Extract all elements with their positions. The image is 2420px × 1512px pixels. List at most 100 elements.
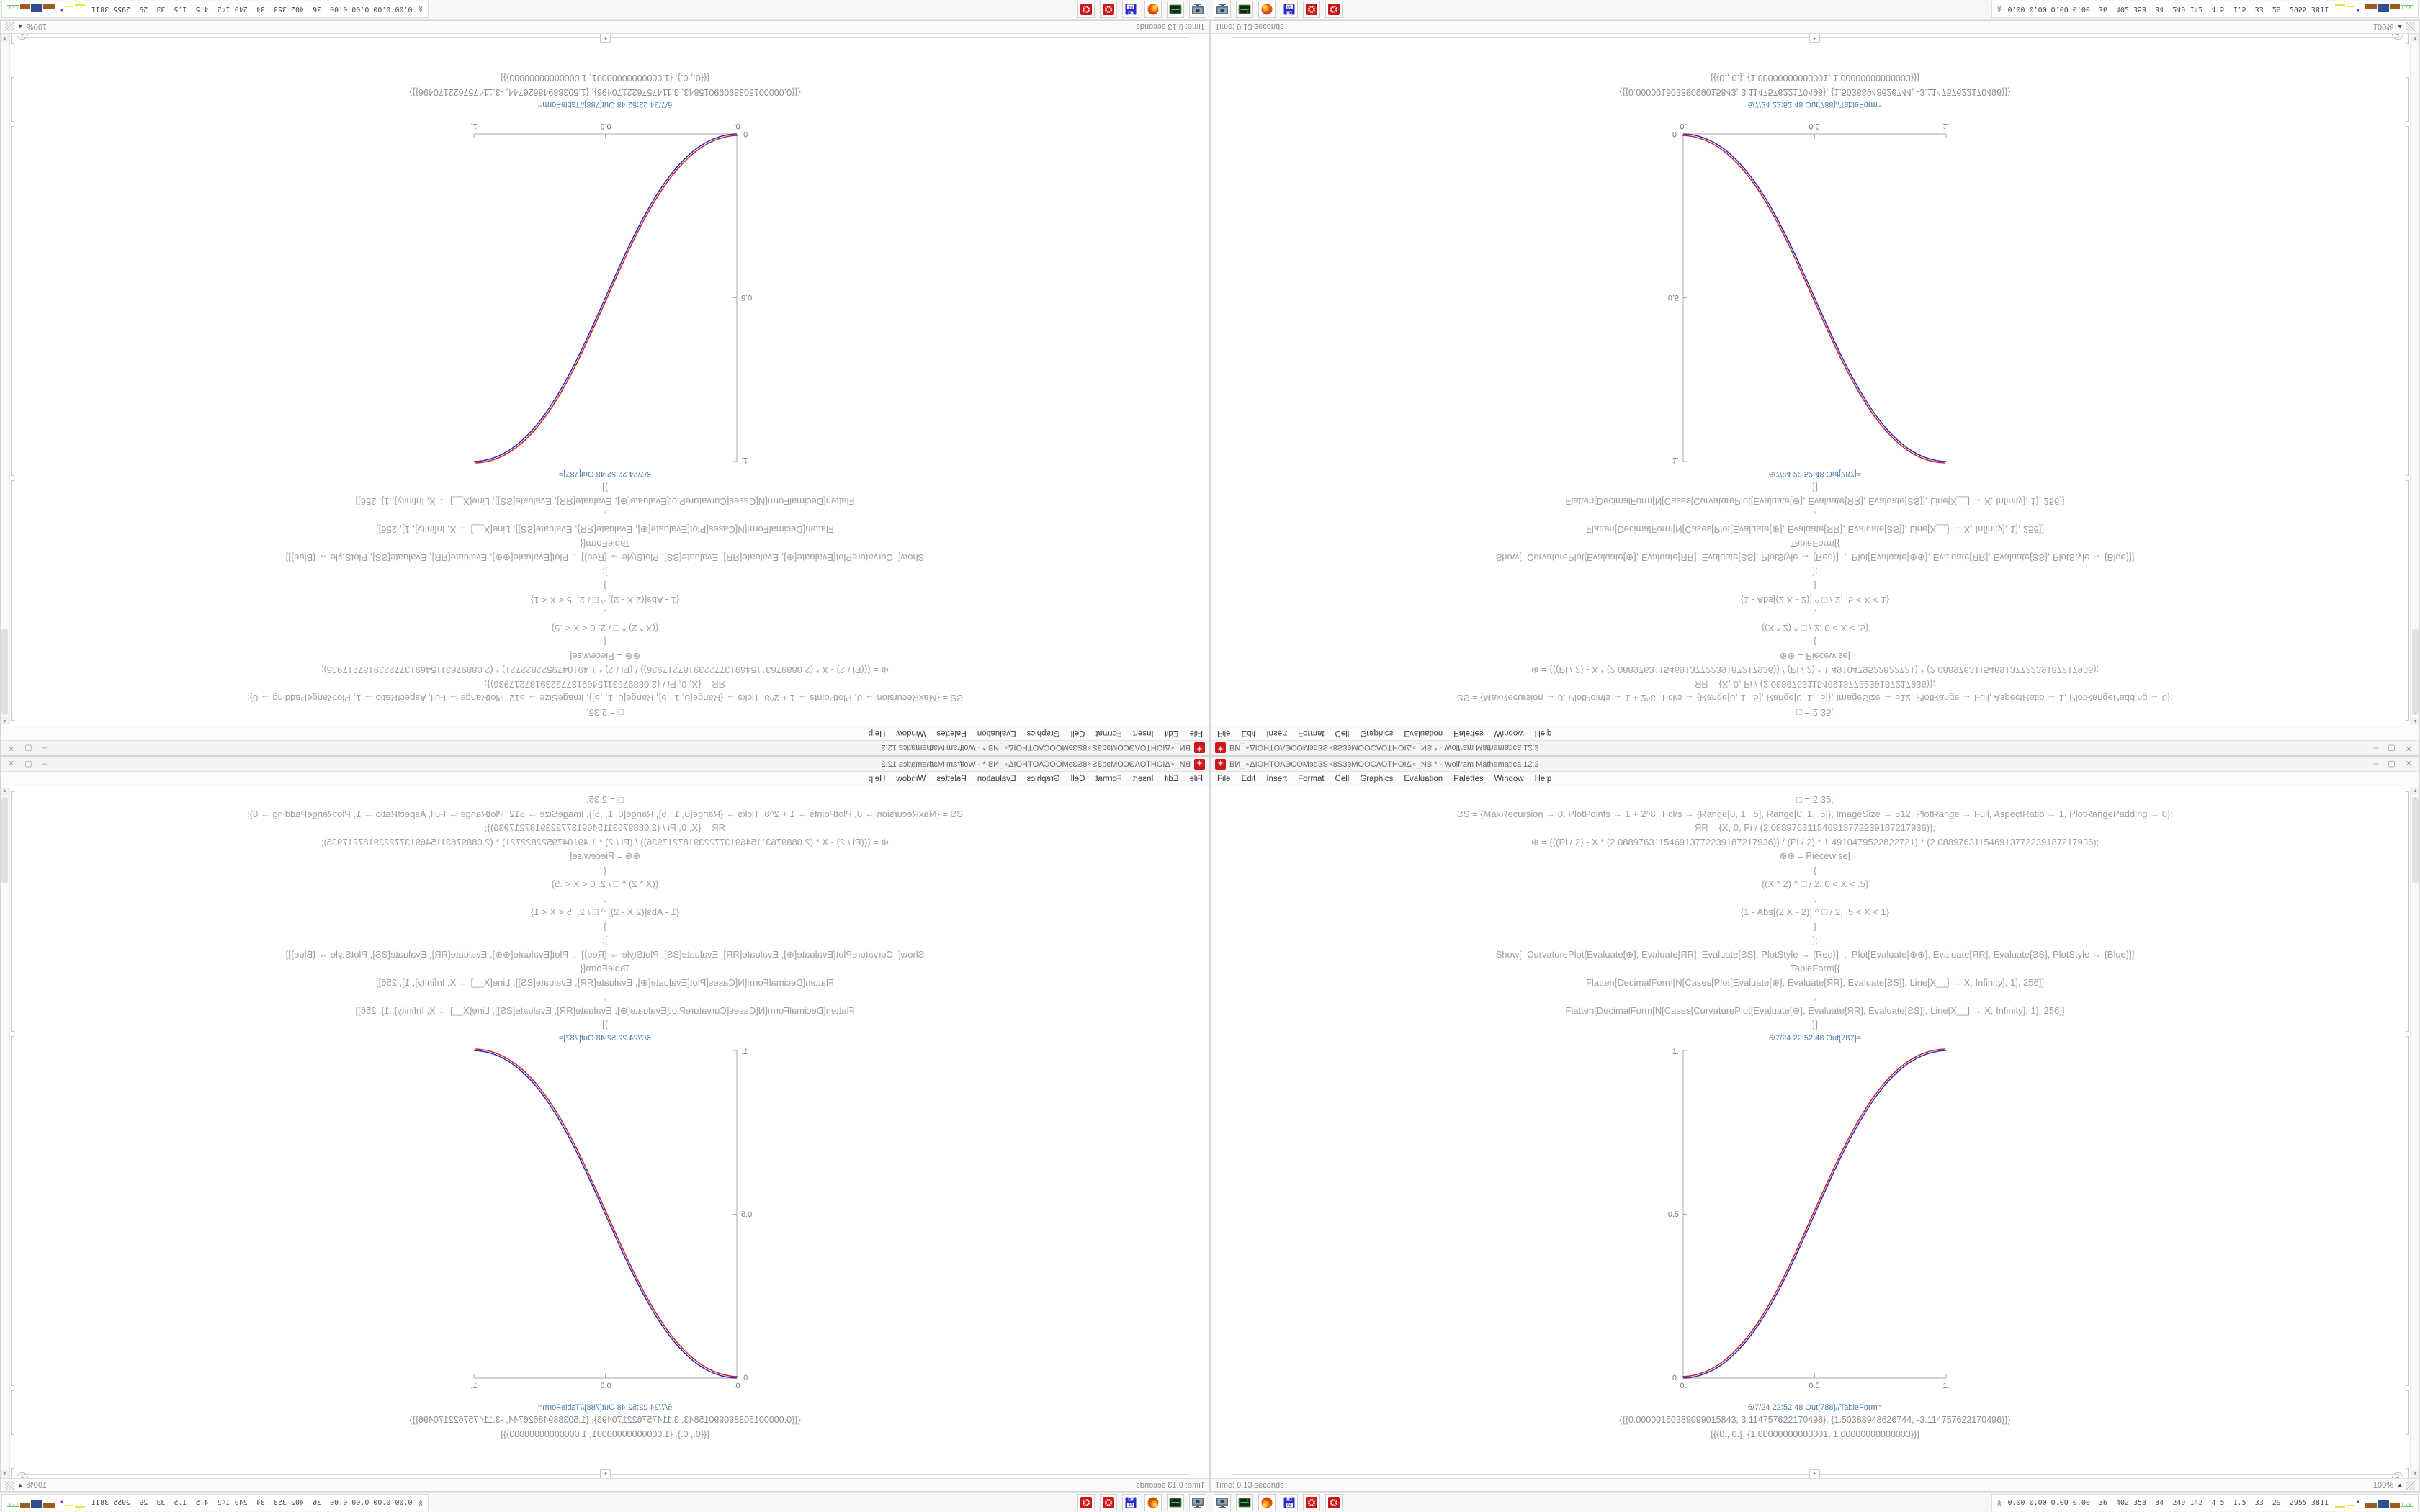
menu-format[interactable]: Format bbox=[1095, 774, 1122, 783]
scroll-up-arrow[interactable]: ▲ bbox=[2411, 787, 2419, 795]
taskbar-button[interactable] bbox=[1258, 1494, 1276, 1511]
magnification-dropdown-icon[interactable]: ▲ bbox=[2397, 1482, 2403, 1488]
scroll-down-arrow[interactable]: ▼ bbox=[2411, 34, 2419, 42]
menu-file[interactable]: File bbox=[1189, 774, 1203, 783]
input-cell-code[interactable]: □ = 2.35; ƧS = {MaxRecursion → 0, PlotPo… bbox=[1211, 787, 2419, 1032]
menu-window[interactable]: Window bbox=[896, 729, 926, 738]
insert-new-cell-button[interactable]: + bbox=[600, 34, 611, 44]
scroll-up-arrow[interactable]: ▲ bbox=[2411, 717, 2419, 725]
taskbar-button[interactable] bbox=[1100, 1, 1117, 18]
menu-format[interactable]: Format bbox=[1298, 774, 1325, 783]
window-resize-grip[interactable] bbox=[2406, 22, 2415, 32]
menu-graphics[interactable]: Graphics bbox=[1026, 729, 1060, 738]
magnification-value[interactable]: 100% bbox=[26, 1480, 48, 1490]
tray-collapse-icon[interactable]: ≪ bbox=[1996, 1499, 2004, 1506]
minimize-button[interactable]: – bbox=[2373, 744, 2378, 752]
scroll-up-arrow[interactable]: ▲ bbox=[1, 717, 9, 725]
taskbar-button[interactable] bbox=[1144, 1494, 1162, 1511]
menu-edit[interactable]: Edit bbox=[1164, 729, 1179, 738]
input-cell-code[interactable]: □ = 2.35; ƧS = {MaxRecursion → 0, PlotPo… bbox=[1, 787, 1209, 1032]
system-tray[interactable]: ≪ 0.00 0.00 0.00 0.00 36 402 353 34 249 … bbox=[1991, 1, 2419, 18]
taskbar-button[interactable] bbox=[1144, 1, 1162, 18]
taskbar-button[interactable] bbox=[1325, 1494, 1343, 1511]
taskbar-button[interactable] bbox=[1236, 1494, 1253, 1511]
menu-evaluation[interactable]: Evaluation bbox=[1404, 774, 1443, 783]
menu-file[interactable]: File bbox=[1189, 729, 1203, 738]
taskbar-button[interactable]: 64 bbox=[1281, 1, 1298, 18]
taskbar-button[interactable] bbox=[1325, 1, 1343, 18]
insert-new-cell-button[interactable]: + bbox=[1809, 34, 1820, 44]
notebook-area[interactable]: □ = 2.35; ƧS = {MaxRecursion → 0, PlotPo… bbox=[1, 787, 1209, 1478]
cell-bracket-out788[interactable] bbox=[11, 77, 14, 122]
menu-evaluation[interactable]: Evaluation bbox=[1404, 729, 1443, 738]
menu-edit[interactable]: Edit bbox=[1241, 774, 1256, 783]
scrollbar-thumb[interactable] bbox=[2412, 797, 2419, 883]
scroll-up-arrow[interactable]: ▲ bbox=[1, 787, 9, 795]
menu-graphics[interactable]: Graphics bbox=[1026, 774, 1060, 783]
tray-collapse-icon[interactable]: ≪ bbox=[416, 6, 424, 13]
menu-graphics[interactable]: Graphics bbox=[1360, 774, 1394, 783]
menu-help[interactable]: Help bbox=[868, 729, 886, 738]
menu-palettes[interactable]: Palettes bbox=[936, 774, 967, 783]
magnification-value[interactable]: 100% bbox=[2372, 1480, 2394, 1490]
vertical-scrollbar[interactable]: ▲ ▼ bbox=[1, 787, 10, 1478]
taskbar-button[interactable] bbox=[1167, 1494, 1184, 1511]
cell-bracket-out788[interactable] bbox=[2406, 77, 2409, 122]
input-cell-code[interactable]: □ = 2.35; ƧS = {MaxRecursion → 0, PlotPo… bbox=[1, 481, 1209, 726]
insert-new-cell-button[interactable]: + bbox=[600, 1468, 611, 1478]
menu-graphics[interactable]: Graphics bbox=[1360, 729, 1394, 738]
menu-insert[interactable]: Insert bbox=[1132, 729, 1154, 738]
taskbar-button[interactable] bbox=[1077, 1494, 1095, 1511]
menu-cell[interactable]: Cell bbox=[1335, 729, 1350, 738]
close-button[interactable]: ✕ bbox=[8, 744, 15, 752]
menu-edit[interactable]: Edit bbox=[1164, 774, 1179, 783]
menu-palettes[interactable]: Palettes bbox=[936, 729, 967, 738]
window-resize-grip[interactable] bbox=[2406, 1480, 2415, 1490]
menu-edit[interactable]: Edit bbox=[1241, 729, 1256, 738]
close-button[interactable]: ✕ bbox=[2405, 744, 2412, 752]
taskbar-button[interactable] bbox=[1303, 1, 1320, 18]
menu-insert[interactable]: Insert bbox=[1266, 774, 1288, 783]
menu-help[interactable]: Help bbox=[1534, 729, 1552, 738]
menu-window[interactable]: Window bbox=[1494, 774, 1524, 783]
taskbar-button[interactable] bbox=[1077, 1, 1095, 18]
maximize-button[interactable]: ▢ bbox=[24, 760, 32, 768]
menu-format[interactable]: Format bbox=[1095, 729, 1122, 738]
menu-file[interactable]: File bbox=[1217, 729, 1231, 738]
taskbar-button[interactable]: 64 bbox=[1122, 1, 1139, 18]
menu-evaluation[interactable]: Evaluation bbox=[977, 774, 1016, 783]
input-cell-code[interactable]: □ = 2.35; ƧS = {MaxRecursion → 0, PlotPo… bbox=[1211, 481, 2419, 726]
cell-bracket-out788[interactable] bbox=[2406, 1390, 2409, 1435]
window-titlebar[interactable]: ✳ ВИ_∘ΔΙΟΗΤΟΛЭCOМэdЗS∘8SЗэМООСΛΟΤΗΟΙΔ∘_N… bbox=[1211, 757, 2419, 772]
taskbar-button[interactable] bbox=[1167, 1, 1184, 18]
scroll-down-arrow[interactable]: ▼ bbox=[1, 34, 9, 42]
menu-help[interactable]: Help bbox=[868, 774, 886, 783]
maximize-button[interactable]: ▢ bbox=[2388, 760, 2396, 768]
vertical-scrollbar[interactable]: ▲ ▼ bbox=[2410, 787, 2419, 1478]
taskbar-button[interactable] bbox=[1258, 1, 1276, 18]
taskbar-button[interactable] bbox=[1189, 1494, 1206, 1511]
minimize-button[interactable]: – bbox=[2373, 760, 2378, 768]
cell-bracket-input-group[interactable] bbox=[2406, 480, 2409, 721]
maximize-button[interactable]: ▢ bbox=[24, 744, 32, 752]
cell-bracket-out787[interactable] bbox=[11, 126, 14, 476]
taskbar-button[interactable] bbox=[1236, 1, 1253, 18]
menu-insert[interactable]: Insert bbox=[1132, 774, 1154, 783]
cell-bracket-in128[interactable] bbox=[11, 32, 14, 44]
minimize-button[interactable]: – bbox=[42, 744, 47, 752]
taskbar-button[interactable] bbox=[1100, 1494, 1117, 1511]
scrollbar-thumb[interactable] bbox=[2412, 629, 2419, 715]
system-tray[interactable]: ≪ 0.00 0.00 0.00 0.00 36 402 353 34 249 … bbox=[1, 1494, 429, 1511]
magnification-value[interactable]: 100% bbox=[26, 22, 48, 32]
scroll-down-arrow[interactable]: ▼ bbox=[2411, 1470, 2419, 1478]
magnification-dropdown-icon[interactable]: ▲ bbox=[17, 24, 23, 30]
taskbar-button[interactable]: 64 bbox=[1281, 1494, 1298, 1511]
insert-new-cell-button[interactable]: + bbox=[1809, 1468, 1820, 1478]
minimize-button[interactable]: – bbox=[42, 760, 47, 768]
menu-cell[interactable]: Cell bbox=[1070, 729, 1085, 738]
magnification-dropdown-icon[interactable]: ▲ bbox=[17, 1482, 23, 1488]
scrollbar-thumb[interactable] bbox=[1, 629, 8, 715]
magnification-value[interactable]: 100% bbox=[2372, 22, 2394, 32]
cell-bracket-out788[interactable] bbox=[11, 1390, 14, 1435]
notebook-area[interactable]: □ = 2.35; ƧS = {MaxRecursion → 0, PlotPo… bbox=[1211, 787, 2419, 1478]
